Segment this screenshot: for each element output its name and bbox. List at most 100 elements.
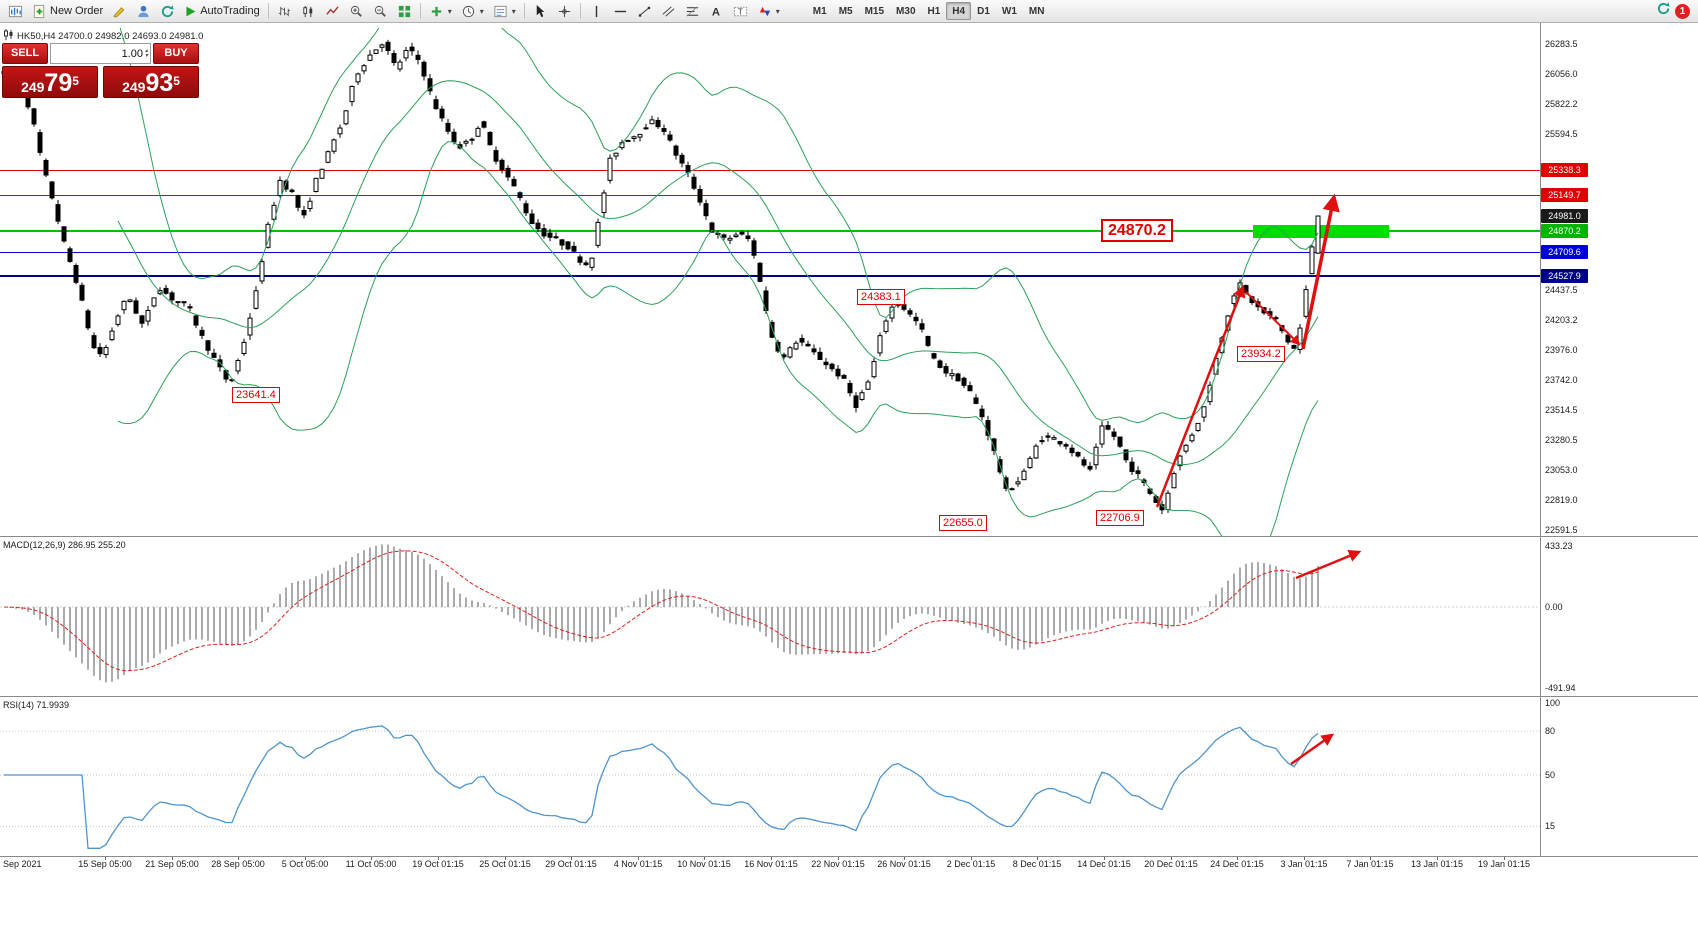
zoom-out-button[interactable] bbox=[369, 1, 392, 21]
text-label-icon: T bbox=[733, 4, 748, 19]
toolbar-separator bbox=[523, 3, 525, 19]
timeframe-d1[interactable]: D1 bbox=[977, 6, 990, 17]
notification-badge[interactable]: 1 bbox=[1675, 3, 1690, 19]
bar-chart-button[interactable] bbox=[273, 1, 296, 21]
volume-value: 1.00 bbox=[121, 47, 143, 60]
macd-series bbox=[0, 544, 1540, 683]
market-watch-button[interactable] bbox=[132, 1, 155, 21]
zoom-in-button[interactable] bbox=[345, 1, 368, 21]
timeframe-mn[interactable]: MN bbox=[1028, 6, 1045, 17]
buy-button[interactable]: BUY bbox=[153, 43, 199, 64]
main-toolbar: New Order AutoTrading ▾ ▾ ▾ bbox=[0, 0, 1698, 23]
level-line-24527.9[interactable] bbox=[0, 275, 1540, 277]
horizontal-line-icon bbox=[613, 4, 628, 19]
channel-icon bbox=[661, 4, 676, 19]
timeframe-m1[interactable]: M1 bbox=[812, 6, 827, 17]
highlight-rectangle[interactable] bbox=[1253, 225, 1389, 238]
price-axis-separator bbox=[1540, 23, 1541, 856]
spinner-up-icon[interactable]: ▴ bbox=[144, 47, 148, 54]
symbol-ohlc-info: HK50,H4 24700.0 24982.0 24693.0 24981.0 bbox=[4, 29, 203, 43]
price-annotation-22706.9[interactable]: 22706.9 bbox=[1096, 510, 1144, 526]
rsi-label: RSI(14) 71.9939 bbox=[3, 700, 70, 710]
template-icon bbox=[493, 4, 508, 19]
horizontal-line-button[interactable] bbox=[609, 1, 632, 21]
zoom-out-icon bbox=[373, 4, 388, 19]
price-annotation-23934.2[interactable]: 23934.2 bbox=[1237, 346, 1285, 362]
autotrading-icon bbox=[184, 5, 197, 18]
autotrading-button[interactable]: AutoTrading bbox=[180, 1, 264, 21]
one-click-trading-panel: SELL 1.00 ▴ ▾ BUY 249 79 5 249 93 5 bbox=[2, 43, 199, 98]
sync-icon[interactable] bbox=[1656, 1, 1671, 21]
timeframe-h1[interactable]: H1 bbox=[927, 6, 941, 17]
timeframe-m15[interactable]: M15 bbox=[864, 6, 885, 17]
sell-price-display[interactable]: 249 79 5 bbox=[2, 66, 98, 98]
vertical-line-button[interactable] bbox=[585, 1, 608, 21]
price-annotation-24870.2[interactable]: 24870.2 bbox=[1101, 219, 1173, 242]
timeframe-m30[interactable]: M30 bbox=[896, 6, 916, 17]
strategy-tester-button[interactable] bbox=[156, 1, 179, 21]
arrows-dropdown[interactable]: ▾ bbox=[753, 1, 784, 21]
crosshair-icon bbox=[557, 4, 572, 19]
autotrading-label: AutoTrading bbox=[200, 5, 260, 17]
pane-separator[interactable] bbox=[0, 536, 1698, 537]
new-chart-dropdown[interactable]: ▾ bbox=[425, 1, 456, 21]
arrows-tool-icon bbox=[757, 4, 772, 19]
tile-windows-button[interactable] bbox=[393, 1, 416, 21]
bar-chart-icon bbox=[277, 4, 292, 19]
line-chart-button[interactable] bbox=[321, 1, 344, 21]
price-annotation-23641.4[interactable]: 23641.4 bbox=[232, 387, 280, 403]
timeframe-w1[interactable]: W1 bbox=[1001, 6, 1017, 17]
new-order-button[interactable]: New Order bbox=[28, 1, 107, 21]
price-annotation-24383.1[interactable]: 24383.1 bbox=[857, 289, 905, 305]
metaeditor-icon bbox=[112, 4, 127, 19]
ohlc-text: HK50,H4 24700.0 24982.0 24693.0 24981.0 bbox=[17, 30, 204, 42]
trendline-icon bbox=[637, 4, 652, 19]
level-line-25338.3[interactable] bbox=[0, 170, 1540, 171]
timeframe-h4[interactable]: H4 bbox=[946, 2, 972, 20]
time-axis-separator bbox=[0, 856, 1698, 857]
svg-text:A: A bbox=[712, 6, 720, 18]
spinner-down-icon[interactable]: ▾ bbox=[144, 52, 148, 59]
chart-window-button[interactable] bbox=[4, 1, 27, 21]
volume-spinner[interactable]: ▴ ▾ bbox=[144, 47, 148, 59]
level-line-25149.7[interactable] bbox=[0, 195, 1540, 196]
tile-windows-icon bbox=[397, 4, 412, 19]
trend-arrows[interactable] bbox=[1155, 193, 1362, 766]
sell-price-prefix: 249 bbox=[21, 79, 45, 95]
timeframe-m5[interactable]: M5 bbox=[838, 6, 853, 17]
profiles-dropdown[interactable]: ▾ bbox=[457, 1, 488, 21]
chevron-down-icon: ▾ bbox=[775, 6, 780, 16]
level-line-24709.6[interactable] bbox=[0, 252, 1540, 253]
chart-window-icon bbox=[8, 4, 23, 19]
macd-label: MACD(12,26,9) 286.95 255.20 bbox=[3, 540, 126, 550]
candlestick-chart-button[interactable] bbox=[297, 1, 320, 21]
new-chart-icon bbox=[429, 4, 444, 19]
buy-price-display[interactable]: 249 93 5 bbox=[103, 66, 199, 98]
text-icon: A bbox=[709, 4, 724, 19]
text-label-button[interactable]: T bbox=[729, 1, 752, 21]
svg-text:T: T bbox=[737, 6, 742, 16]
channel-button[interactable] bbox=[657, 1, 680, 21]
level-line-24870.2[interactable] bbox=[0, 230, 1540, 232]
market-watch-icon bbox=[136, 4, 151, 19]
chevron-down-icon: ▾ bbox=[511, 6, 516, 16]
metaeditor-button[interactable] bbox=[108, 1, 131, 21]
sell-price-sup: 5 bbox=[72, 74, 79, 88]
clock-icon bbox=[461, 4, 476, 19]
new-order-label: New Order bbox=[50, 5, 104, 17]
templates-dropdown[interactable]: ▾ bbox=[489, 1, 520, 21]
crosshair-button[interactable] bbox=[553, 1, 576, 21]
toolbar-separator bbox=[579, 3, 581, 19]
pane-separator[interactable] bbox=[0, 696, 1698, 697]
trendline-button[interactable] bbox=[633, 1, 656, 21]
fibonacci-button[interactable] bbox=[681, 1, 704, 21]
price-annotation-22655.0[interactable]: 22655.0 bbox=[939, 515, 987, 531]
buy-price-sup: 5 bbox=[173, 74, 180, 88]
volume-input[interactable]: 1.00 ▴ ▾ bbox=[50, 43, 151, 64]
sell-button[interactable]: SELL bbox=[2, 43, 48, 64]
cursor-button[interactable] bbox=[529, 1, 552, 21]
text-button[interactable]: A bbox=[705, 1, 728, 21]
cursor-icon bbox=[533, 4, 548, 19]
